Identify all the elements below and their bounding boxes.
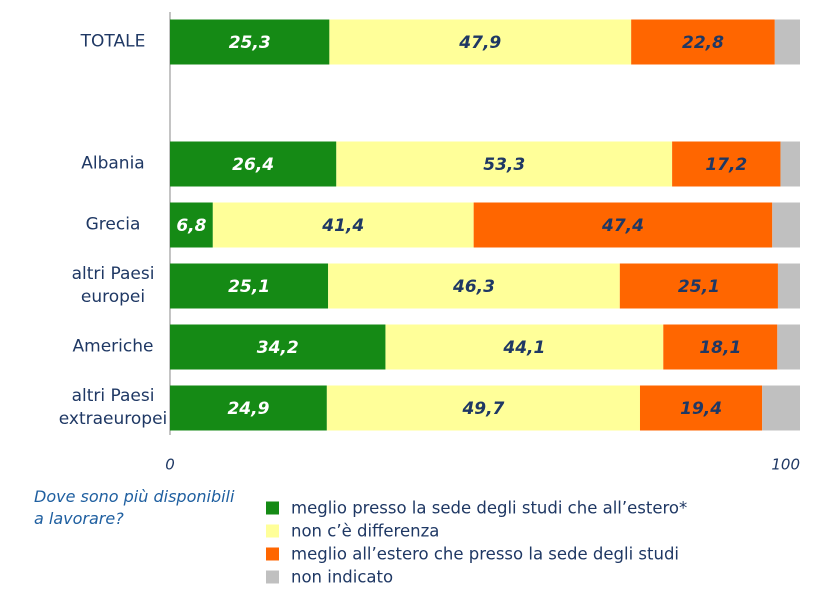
legend-entry: non c’è differenza (266, 522, 439, 541)
category-label: Albania (81, 153, 145, 174)
legend-label: non indicato (291, 567, 394, 587)
data-label: 26,4 (232, 155, 274, 175)
category-label: Americhe (72, 336, 154, 357)
bar-segment (663, 324, 778, 370)
legend-swatch (266, 524, 279, 538)
data-label: 19,4 (680, 399, 722, 419)
legend-label: meglio all’estero che presso la sede deg… (291, 544, 680, 564)
bar-segment (639, 385, 763, 431)
legend-label: non c’è differenza (291, 521, 440, 541)
category-label: Grecia (85, 214, 141, 235)
bar-segment (336, 141, 673, 187)
bar-segment (170, 385, 327, 431)
data-label: 44,1 (502, 338, 545, 358)
data-label: 24,9 (227, 399, 269, 419)
legend-entry: meglio presso la sede degli studi che al… (266, 499, 687, 518)
category-label: altri Paesi europei (71, 264, 155, 307)
bar-segment (326, 385, 640, 431)
bar-segment (170, 19, 330, 65)
legend-swatch (266, 570, 279, 584)
bar-segment (170, 324, 386, 370)
bar-segment (777, 324, 800, 370)
data-label: 47,4 (601, 216, 644, 236)
legend-entry: meglio all’estero che presso la sede deg… (266, 545, 679, 564)
bar-segment (780, 141, 800, 187)
legend-swatch (266, 547, 279, 561)
data-label: 22,8 (682, 33, 724, 53)
data-label: 25,1 (678, 277, 720, 297)
data-label: 53,3 (483, 155, 525, 175)
legend-swatch (266, 501, 279, 515)
bar-segment (762, 385, 800, 431)
bar-segment (774, 19, 800, 65)
legend-label: meglio presso la sede degli studi che al… (291, 498, 688, 518)
bar-segment (631, 19, 775, 65)
bar-segment (170, 263, 329, 309)
bar-segment (385, 324, 664, 370)
data-label: 25,3 (229, 33, 271, 53)
bar-segment (473, 202, 773, 248)
data-label: 34,2 (257, 338, 299, 358)
data-label: 49,7 (461, 399, 504, 419)
bar-segment (170, 202, 213, 248)
data-label: 41,4 (321, 216, 364, 236)
data-label: 6,8 (176, 216, 206, 236)
data-label: 47,9 (458, 33, 501, 53)
bar-segment (777, 263, 800, 309)
legend-entry: non indicato (266, 568, 393, 587)
x-tick-label: 100 (771, 456, 800, 474)
legend-note: Dove sono più disponibili a lavorare? (34, 487, 235, 528)
bar-segment (212, 202, 474, 248)
category-label: altri Paesi extraeuropei (58, 386, 168, 429)
data-label: 46,3 (452, 277, 495, 297)
data-label: 18,1 (699, 338, 741, 358)
bar-segment (170, 141, 337, 187)
x-tick-label: 0 (165, 456, 175, 474)
data-label: 25,1 (228, 277, 270, 297)
bar-segment (772, 202, 800, 248)
bar-segment (329, 19, 632, 65)
bar-segment (328, 263, 620, 309)
bar-segment (619, 263, 778, 309)
bar-segment (672, 141, 781, 187)
category-label: TOTALE (80, 31, 146, 52)
data-label: 17,2 (705, 155, 747, 175)
